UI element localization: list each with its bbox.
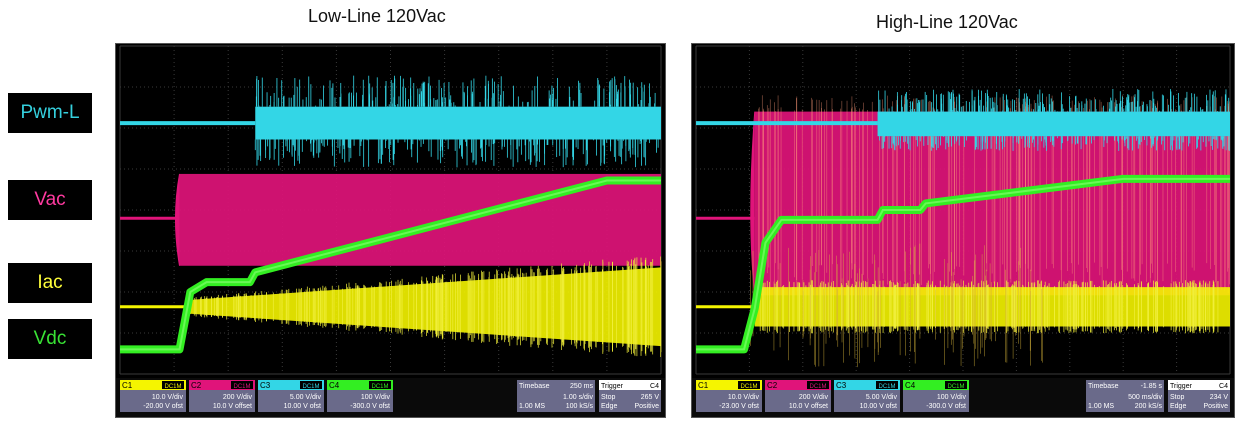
- channel-coupling: DC1M: [740, 384, 757, 390]
- channel-coupling: DC1M: [947, 384, 964, 390]
- channel-id: C2: [767, 381, 778, 390]
- channel-box-c4[interactable]: C4 DC1M 100 V/div -300.0 V ofst: [327, 380, 393, 412]
- channel-scale: 200 V/div: [799, 394, 829, 401]
- trigger-label: Trigger: [601, 383, 624, 390]
- channel-scale: 10.0 V/div: [152, 394, 184, 401]
- legend-vac-label: Vac: [34, 189, 66, 210]
- trigger-box[interactable]: Trigger C4 Stop 234 V Edge Positive: [1168, 380, 1230, 412]
- channel-offset: -300.0 V ofst: [350, 403, 390, 410]
- timebase-label: Timebase: [1088, 383, 1119, 390]
- channel-id: C1: [698, 381, 709, 390]
- timebase-samples: 1.00 MS: [519, 403, 545, 410]
- scope-info-bar: C1 DC1M 10.0 V/div -20.00 V ofst C2 DC1M 200 V…: [116, 378, 665, 417]
- channel-coupling: DC1M: [164, 384, 181, 390]
- channel-coupling: DC1M: [371, 384, 388, 390]
- scope-title-high-line: High-Line 120Vac: [876, 12, 1018, 32]
- trace-vdc: [696, 174, 1230, 354]
- channel-scale: 100 V/div: [361, 394, 391, 401]
- legend-iac-label: Iac: [37, 272, 63, 293]
- timebase-box[interactable]: Timebase 250 ms 1.00 s/div 1.00 MS 100 kS/s: [517, 380, 595, 412]
- channel-id: C1: [122, 381, 133, 390]
- timebase-samples: 1.00 MS: [1088, 403, 1114, 410]
- channel-box-c2[interactable]: C2 DC1M 200 V/div 10.0 V offset: [189, 380, 255, 412]
- trace-vdc: [120, 176, 661, 354]
- trigger-slope: Positive: [634, 403, 659, 410]
- timebase-value: 250 ms: [570, 383, 593, 390]
- channel-box-c3[interactable]: C3 DC1M 5.00 V/div 10.00 V ofst: [834, 380, 900, 412]
- channel-id: C4: [329, 381, 340, 390]
- legend-vdc: Vdc: [8, 319, 92, 359]
- legend-vdc-label: Vdc: [33, 328, 67, 349]
- trigger-mode: Stop: [1170, 394, 1185, 401]
- trace-iac: [696, 243, 1230, 368]
- channel-scale: 5.00 V/div: [866, 394, 898, 401]
- scope-svg: C1 DC1M 10.0 V/div -23.00 V ofst C2 DC1M 200 V…: [692, 45, 1234, 417]
- legend-pwm-l: Pwm-L: [8, 93, 92, 133]
- scope-svg: C1 DC1M 10.0 V/div -20.00 V ofst C2 DC1M 200 V…: [116, 45, 665, 417]
- timebase-div: 1.00 s/div: [563, 394, 593, 401]
- channel-offset: -20.00 V ofst: [143, 403, 183, 410]
- channel-scale: 200 V/div: [223, 394, 253, 401]
- trigger-label: Trigger: [1170, 383, 1193, 390]
- trigger-channel: C4: [1219, 383, 1228, 390]
- legend-pwm-l-label: Pwm-L: [20, 102, 80, 123]
- channel-coupling: DC1M: [302, 384, 319, 390]
- channel-coupling: DC1M: [809, 384, 826, 390]
- trigger-type: Edge: [601, 403, 617, 410]
- trigger-channel: C4: [650, 383, 659, 390]
- channel-id: C3: [260, 381, 271, 390]
- oscilloscope-low-line: C1 DC1M 10.0 V/div -20.00 V ofst C2 DC1M 200 V…: [115, 43, 666, 418]
- trigger-type: Edge: [1170, 403, 1186, 410]
- trigger-mode: Stop: [601, 394, 616, 401]
- trace-pwm-l: [120, 75, 661, 168]
- channel-offset: -23.00 V ofst: [719, 403, 759, 410]
- legend-iac: Iac: [8, 263, 92, 303]
- channel-coupling: DC1M: [233, 384, 250, 390]
- channel-offset: 10.00 V ofst: [860, 403, 897, 410]
- channel-coupling: DC1M: [878, 384, 895, 390]
- channel-box-c1[interactable]: C1 DC1M 10.0 V/div -20.00 V ofst: [120, 380, 186, 412]
- timebase-label: Timebase: [519, 383, 550, 390]
- channel-id: C2: [191, 381, 202, 390]
- channel-scale: 5.00 V/div: [290, 394, 322, 401]
- timebase-value: -1.85 s: [1141, 383, 1163, 390]
- channel-offset: 10.00 V ofst: [284, 403, 321, 410]
- channel-offset: -300.0 V ofst: [926, 403, 966, 410]
- timebase-box[interactable]: Timebase -1.85 s 500 ms/div 1.00 MS 200 kS/s: [1086, 380, 1164, 412]
- channel-scale: 10.0 V/div: [728, 394, 760, 401]
- channel-box-c2[interactable]: C2 DC1M 200 V/div 10.0 V offset: [765, 380, 831, 412]
- trigger-level: 265 V: [641, 394, 660, 401]
- channel-box-c4[interactable]: C4 DC1M 100 V/div -300.0 V ofst: [903, 380, 969, 412]
- legend-vac: Vac: [8, 180, 92, 220]
- trace-pwm-l: [696, 88, 1230, 151]
- timebase-rate: 200 kS/s: [1135, 403, 1163, 410]
- channel-box-c1[interactable]: C1 DC1M 10.0 V/div -23.00 V ofst: [696, 380, 762, 412]
- trigger-slope: Positive: [1203, 403, 1228, 410]
- trace-iac: [120, 256, 662, 358]
- scope-title-low-line: Low-Line 120Vac: [308, 6, 446, 26]
- channel-id: C3: [836, 381, 847, 390]
- channel-scale: 100 V/div: [937, 394, 967, 401]
- scope-info-bar: C1 DC1M 10.0 V/div -23.00 V ofst C2 DC1M 200 V…: [692, 378, 1234, 417]
- trigger-box[interactable]: Trigger C4 Stop 265 V Edge Positive: [599, 380, 661, 412]
- timebase-div: 500 ms/div: [1128, 394, 1162, 401]
- channel-offset: 10.0 V offset: [213, 403, 252, 410]
- trigger-level: 234 V: [1210, 394, 1229, 401]
- channel-box-c3[interactable]: C3 DC1M 5.00 V/div 10.00 V ofst: [258, 380, 324, 412]
- timebase-rate: 100 kS/s: [566, 403, 594, 410]
- oscilloscope-high-line: C1 DC1M 10.0 V/div -23.00 V ofst C2 DC1M 200 V…: [691, 43, 1235, 418]
- channel-id: C4: [905, 381, 916, 390]
- channel-offset: 10.0 V offset: [789, 403, 828, 410]
